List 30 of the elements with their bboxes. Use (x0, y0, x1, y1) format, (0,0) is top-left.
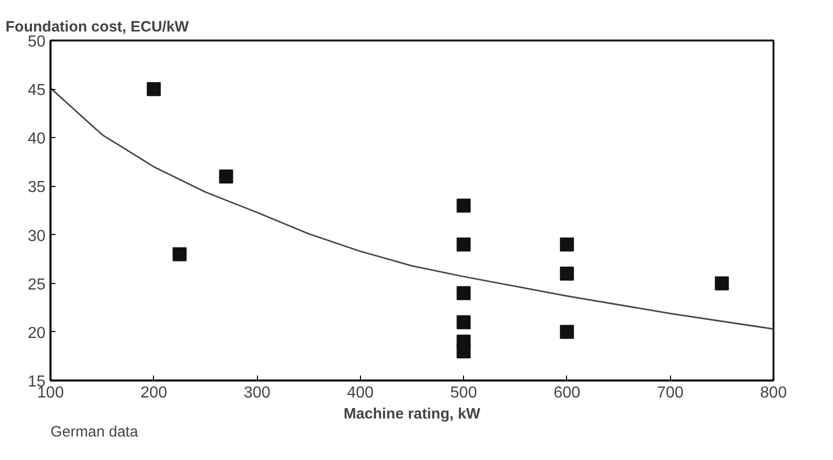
y-tick-label: 25 (28, 276, 46, 294)
y-tick-label: 40 (28, 130, 46, 148)
x-tick-label: 700 (656, 384, 684, 402)
x-tick-label: 200 (140, 384, 168, 402)
line-series (50, 87, 774, 330)
point (456, 198, 471, 213)
x-tick-label: 400 (347, 384, 374, 402)
chart-title: Foundation cost, ECU/kW (6, 18, 190, 36)
x-tick-label: 800 (760, 384, 787, 402)
y-tick-label: 20 (28, 324, 46, 342)
x-tick-label: 600 (554, 384, 580, 402)
text: German data (50, 424, 139, 440)
y-tick-label: 35 (28, 179, 46, 196)
y-tick-label: 50 (28, 34, 46, 50)
point (560, 266, 574, 281)
point (560, 324, 574, 339)
point (560, 238, 574, 252)
point (219, 170, 234, 184)
point (456, 238, 471, 252)
y-tick-label: 30 (28, 228, 46, 245)
y-tick-label: 45 (28, 82, 46, 100)
point (146, 82, 161, 96)
point (456, 286, 471, 300)
x-axis-title: Machine rating, kW (344, 406, 482, 422)
x-tick-label: 300 (244, 384, 271, 402)
x-tick-label: 500 (450, 384, 478, 402)
point (456, 344, 471, 358)
point (172, 247, 187, 262)
point (456, 315, 471, 330)
point (714, 276, 729, 290)
